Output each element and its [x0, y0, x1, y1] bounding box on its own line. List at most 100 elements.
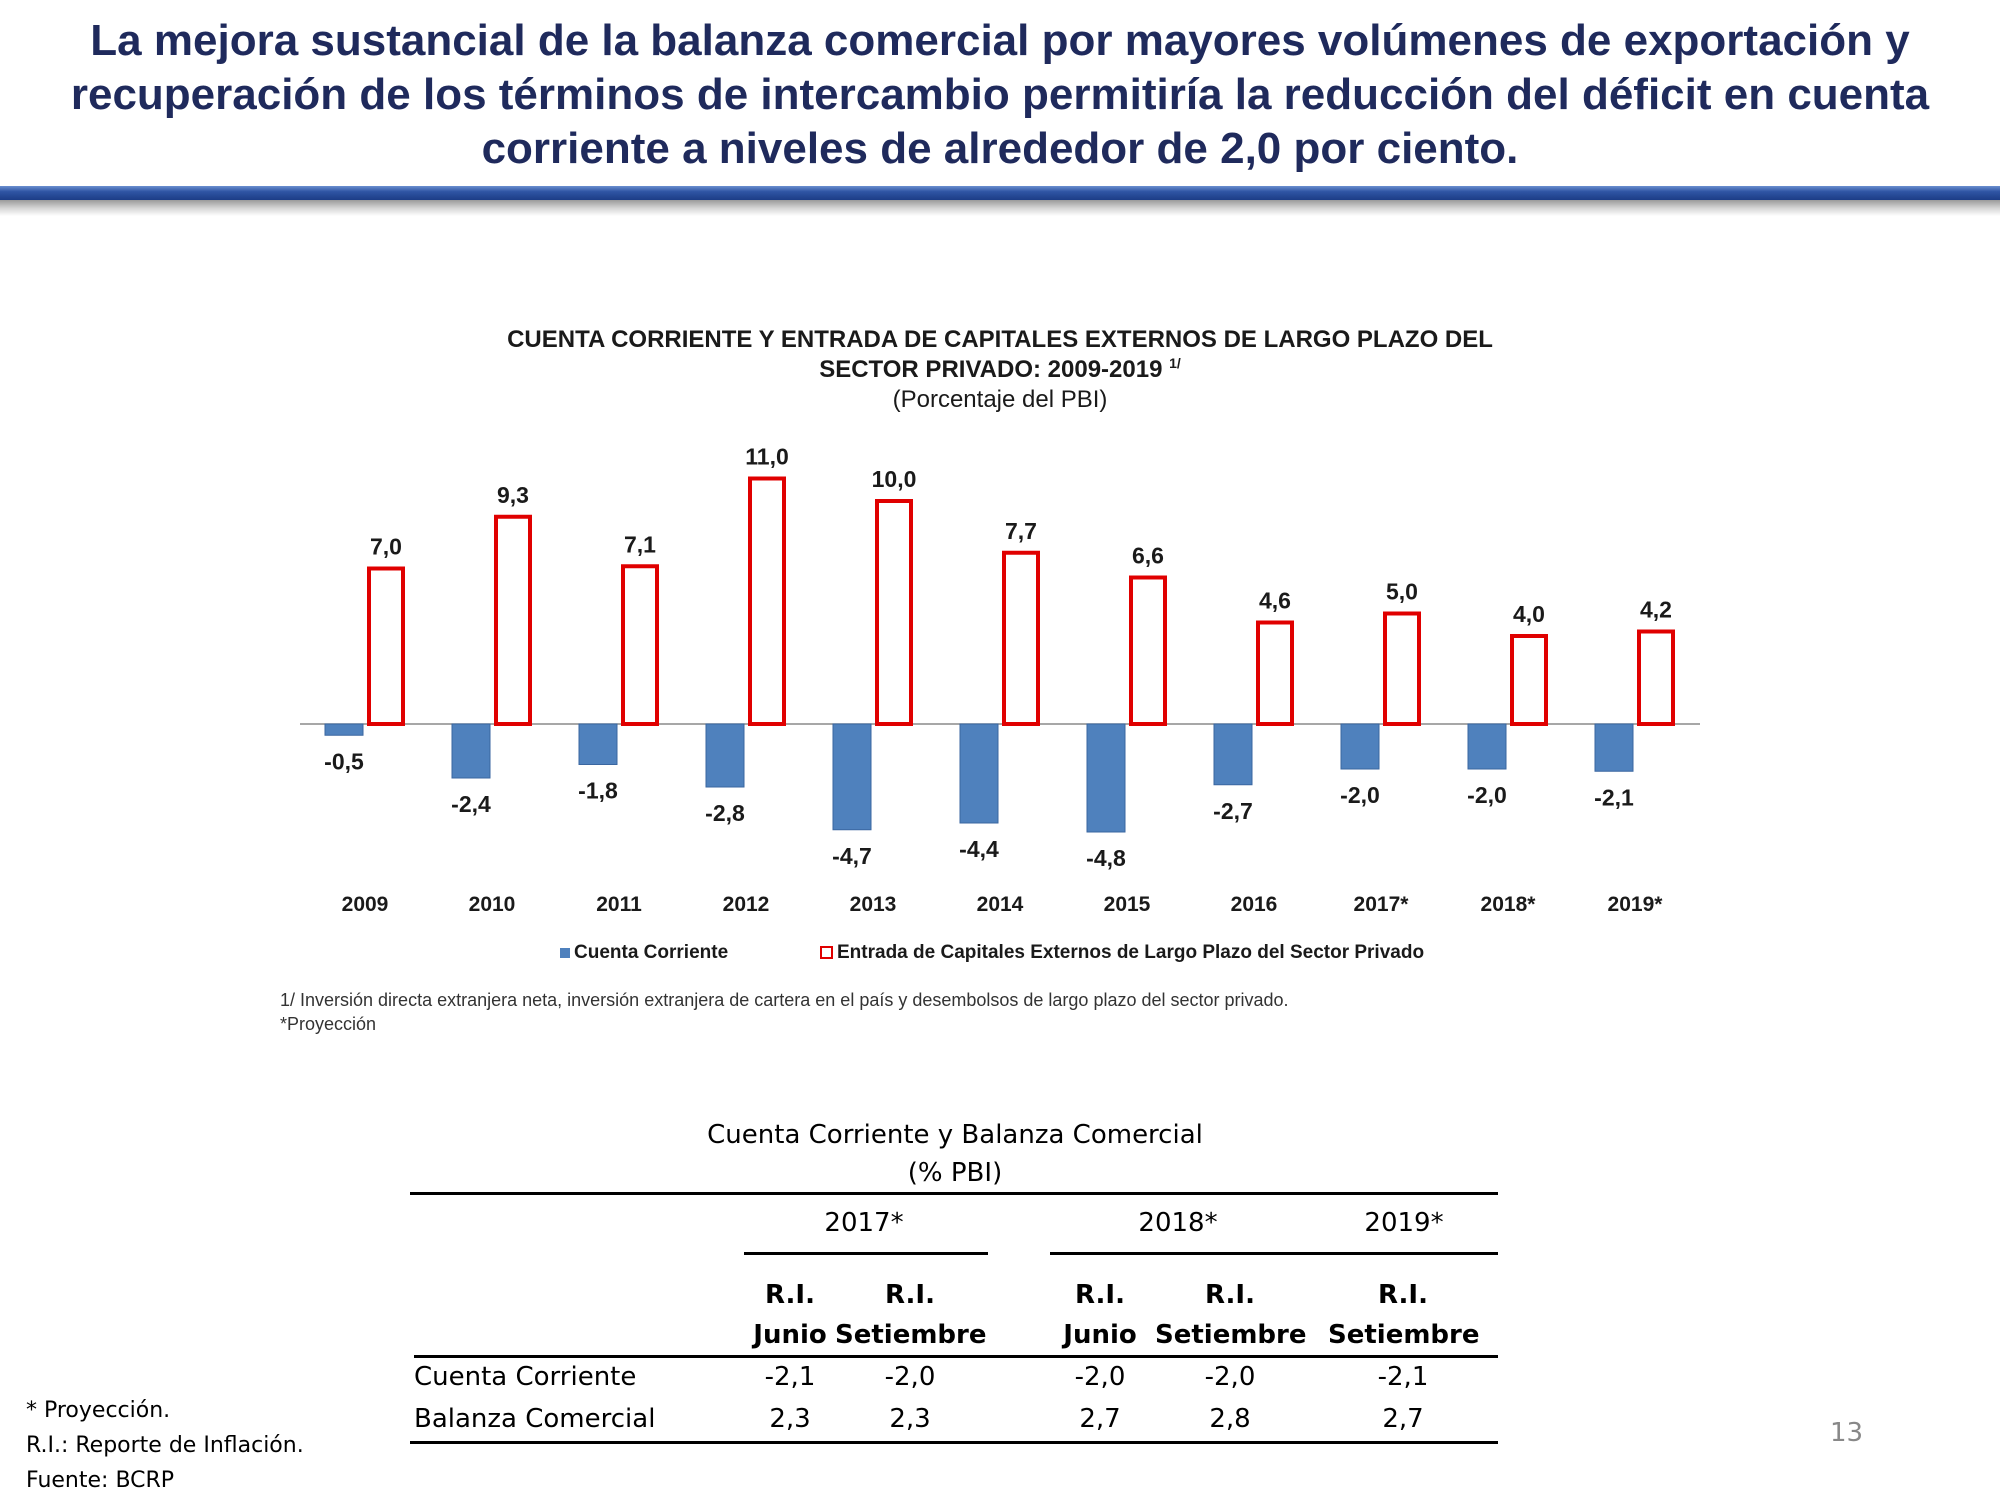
table-subheader-line2: Junio — [753, 1320, 827, 1350]
table-cell: -2,1 — [1377, 1362, 1429, 1392]
chart-title-line-2-text: SECTOR PRIVADO: 2009-2019 — [819, 356, 1163, 383]
table-cell: 2,7 — [1382, 1404, 1424, 1434]
x-tick-label: 2014 — [977, 893, 1024, 916]
data-label-cuenta-corriente: -1,8 — [578, 778, 618, 804]
chart-title: CUENTA CORRIENTE Y ENTRADA DE CAPITALES … — [507, 326, 1493, 353]
legend-swatch-red — [820, 946, 833, 960]
data-label-entrada-capitales: 7,0 — [370, 534, 402, 560]
bar-entrada-capitales — [748, 476, 786, 726]
footnote-source: Fuente: BCRP — [26, 1468, 175, 1493]
table-row-label: Cuenta Corriente — [414, 1362, 637, 1392]
table-subheader-line1: R.I. — [1075, 1280, 1125, 1310]
table-cell: -2,0 — [884, 1362, 936, 1392]
bar-entrada-capitales — [1002, 550, 1040, 726]
data-label-entrada-capitales: 9,3 — [497, 482, 529, 508]
bar-cuenta-corriente — [705, 723, 745, 788]
table-title: Cuenta Corriente y Balanza Comercial — [707, 1120, 1203, 1150]
data-label-cuenta-corriente: -0,5 — [324, 748, 364, 774]
x-tick-label: 2016 — [1231, 893, 1278, 916]
bar-cuenta-corriente — [1594, 723, 1634, 772]
table-subheader-line2: Setiembre — [835, 1320, 987, 1350]
bar-cuenta-corriente — [832, 723, 872, 831]
bar-cuenta-corriente — [1213, 723, 1253, 786]
bar-cuenta-corriente — [1340, 723, 1380, 770]
x-tick-label: 2010 — [469, 893, 516, 916]
data-label-cuenta-corriente: -2,0 — [1340, 782, 1380, 808]
table-subheader-line2: Setiembre — [1328, 1320, 1480, 1350]
headline-line-2: recuperación de los términos de intercam… — [70, 70, 1930, 119]
data-label-entrada-capitales: 7,1 — [624, 531, 656, 557]
data-label-cuenta-corriente: -2,7 — [1213, 798, 1253, 824]
page-number: 13 — [1830, 1418, 1864, 1448]
table-cell: -2,0 — [1204, 1362, 1256, 1392]
legend-label: Cuenta Corriente — [574, 942, 729, 963]
x-tick-label: 2015 — [1104, 893, 1151, 916]
chart-title-superscript: 1/ — [1169, 355, 1181, 371]
table-bottom-rule — [410, 1441, 1498, 1444]
table-cell: 2,3 — [769, 1404, 811, 1434]
slide-footnotes: * Proyección. R.I.: Reporte de Inflación… — [26, 1393, 304, 1498]
bar-cuenta-corriente — [578, 723, 618, 765]
table-top-rule — [410, 1192, 1498, 1195]
legend-item-cuenta-corriente: Cuenta Corriente — [560, 942, 728, 964]
table-subheader-line2: Setiembre — [1155, 1320, 1307, 1350]
bar-entrada-capitales — [1383, 611, 1421, 726]
legend-swatch-blue — [560, 947, 570, 958]
data-label-cuenta-corriente: -4,4 — [959, 836, 999, 862]
table-subheader-line1: R.I. — [885, 1280, 935, 1310]
bar-entrada-capitales — [875, 499, 913, 726]
data-label-cuenta-corriente: -4,7 — [832, 843, 872, 869]
headline-line-3: corriente a niveles de alrededor de 2,0 … — [481, 124, 1519, 173]
x-tick-label: 2019* — [1608, 893, 1664, 916]
table-header-rule — [414, 1355, 1498, 1358]
header-divider-shadow — [0, 200, 2000, 216]
bar-chart: -0,5 7,0 2009 -2,4 9,3 2010 -1,8 7,1 2011 -2,8 11,… — [300, 444, 1700, 916]
data-label-cuenta-corriente: -2,4 — [451, 791, 491, 817]
data-label-cuenta-corriente: -2,1 — [1594, 784, 1634, 810]
bar-cuenta-corriente — [451, 723, 491, 779]
table-group-rule — [1050, 1252, 1498, 1255]
table-group-header: 2019* — [1364, 1208, 1444, 1238]
data-label-entrada-capitales: 11,0 — [745, 444, 789, 470]
table-cell: -2,1 — [764, 1362, 816, 1392]
header-divider — [0, 186, 2000, 200]
x-tick-label: 2013 — [850, 893, 897, 916]
table-subheader-line1: R.I. — [765, 1280, 815, 1310]
chart-title-line-2: SECTOR PRIVADO: 2009-2019 1/ — [300, 355, 1700, 384]
bar-entrada-capitales — [621, 564, 659, 726]
bar-entrada-capitales — [494, 514, 532, 726]
chart-note: 1/ Inversión directa extranjera neta, in… — [280, 990, 1289, 1010]
headline-line-1: La mejora sustancial de la balanza comer… — [90, 16, 1910, 65]
x-tick-label: 2011 — [596, 893, 642, 916]
table-subheader-line1: R.I. — [1378, 1280, 1428, 1310]
bar-cuenta-corriente — [1467, 723, 1507, 770]
bar-cuenta-corriente — [1086, 723, 1126, 833]
x-tick-label: 2017* — [1354, 893, 1410, 916]
data-label-entrada-capitales: 4,6 — [1259, 588, 1291, 614]
data-label-entrada-capitales: 5,0 — [1386, 579, 1418, 605]
table-cell: 2,7 — [1079, 1404, 1121, 1434]
data-label-cuenta-corriente: -2,0 — [1467, 782, 1507, 808]
data-label-entrada-capitales: 4,0 — [1513, 601, 1545, 627]
data-label-entrada-capitales: 7,7 — [1005, 518, 1037, 544]
data-label-entrada-capitales: 4,2 — [1640, 597, 1672, 623]
data-label-entrada-capitales: 10,0 — [872, 466, 917, 492]
table-cell: 2,3 — [889, 1404, 931, 1434]
x-tick-label: 2018* — [1481, 893, 1537, 916]
table-cell: 2,8 — [1209, 1404, 1251, 1434]
footnote-ri: R.I.: Reporte de Inflación. — [26, 1433, 304, 1458]
bar-entrada-capitales — [1256, 620, 1294, 726]
table-subheader-line2: Junio — [1063, 1320, 1137, 1350]
table-cell: -2,0 — [1074, 1362, 1126, 1392]
data-label-cuenta-corriente: -2,8 — [705, 800, 745, 826]
table-subtitle: (% PBI) — [907, 1158, 1003, 1188]
slide-headline: La mejora sustancial de la balanza comer… — [40, 14, 1960, 176]
table-group-header: 2018* — [1138, 1208, 1218, 1238]
bar-entrada-capitales — [1129, 575, 1167, 726]
table-row-label: Balanza Comercial — [414, 1404, 656, 1434]
chart-subtitle: (Porcentaje del PBI) — [892, 386, 1108, 413]
table-group-header: 2017* — [824, 1208, 904, 1238]
x-tick-label: 2012 — [723, 893, 770, 916]
bar-entrada-capitales — [1510, 634, 1548, 726]
footnote-projection: * Proyección. — [26, 1398, 171, 1423]
